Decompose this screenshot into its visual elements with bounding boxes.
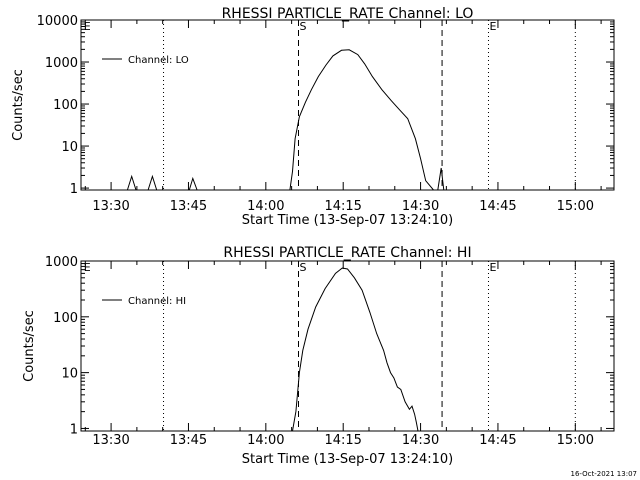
x-tick-label: 15:00 <box>557 199 594 214</box>
marker-label: E <box>84 261 91 274</box>
x-tick-label: 13:45 <box>170 199 207 214</box>
chart-title: RHESSI PARTICLE_RATE Channel: LO <box>222 6 474 22</box>
x-tick-label: 13:30 <box>92 433 129 448</box>
x-tick-label: 14:15 <box>324 433 361 448</box>
x-tick-label: 14:30 <box>402 433 439 448</box>
legend-label: Channel: HI <box>128 296 186 307</box>
marker-label: E <box>489 261 496 274</box>
plot-frame <box>80 19 615 191</box>
chart-panel-2: RHESSI PARTICLE_RATE Channel: HI 1 10 100 10… <box>22 245 615 467</box>
chart-panel-1: RHESSI PARTICLE_RATE Channel: LO 1 10 100 10… <box>11 6 615 228</box>
x-tick-label: 15:00 <box>557 433 594 448</box>
x-tick-label: 14:15 <box>324 199 361 214</box>
marker-label: S <box>299 261 306 274</box>
y-tick-label: 100 <box>53 311 78 326</box>
timestamp: 16-Oct-2021 13:07 <box>571 470 637 478</box>
y-tick-label: 10 <box>61 367 78 382</box>
x-tick-label: 14:30 <box>402 199 439 214</box>
x-tick-label: 14:00 <box>247 433 284 448</box>
chart-title: RHESSI PARTICLE_RATE Channel: HI <box>223 245 471 261</box>
y-tick-label: 10000 <box>37 14 78 29</box>
x-tick-label: 13:30 <box>92 199 129 214</box>
series-line <box>114 49 447 191</box>
x-tick-label: 13:45 <box>170 433 207 448</box>
x-axis-label: Start Time (13-Sep-07 13:24:10) <box>242 213 453 228</box>
y-tick-label: 1000 <box>45 255 78 270</box>
y-axis-label: Counts/sec <box>11 69 26 141</box>
marker-label: E <box>489 20 496 33</box>
series-line <box>292 267 419 432</box>
x-tick-label: 14:00 <box>247 199 284 214</box>
x-tick-label: 14:45 <box>479 199 516 214</box>
y-axis-label: Counts/sec <box>22 310 37 382</box>
y-tick-label: 1 <box>70 422 78 437</box>
y-tick-label: 1000 <box>45 56 78 71</box>
x-axis-label: Start Time (13-Sep-07 13:24:10) <box>242 452 453 467</box>
marker-label: S <box>299 20 306 33</box>
y-tick-label: 100 <box>53 98 78 113</box>
marker-label: E <box>84 20 91 33</box>
y-tick-label: 10 <box>61 140 78 155</box>
x-tick-label: 14:45 <box>479 433 516 448</box>
legend-label: Channel: LO <box>128 55 189 66</box>
y-tick-label: 1 <box>70 182 78 197</box>
